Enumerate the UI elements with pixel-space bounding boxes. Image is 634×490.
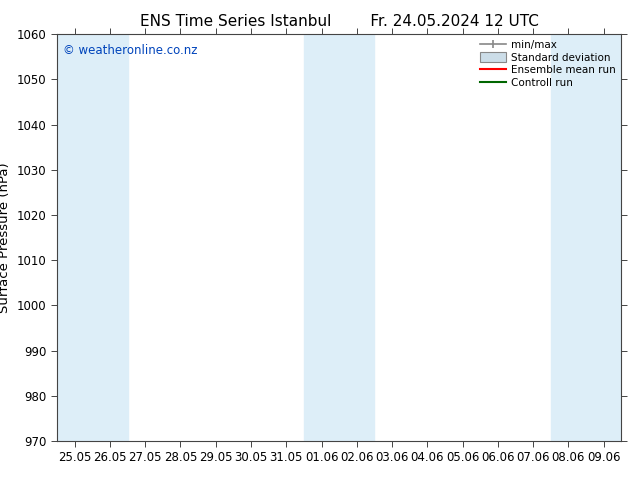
Y-axis label: Surface Pressure (hPa): Surface Pressure (hPa) <box>0 162 11 313</box>
Bar <box>304 34 375 441</box>
Bar <box>57 34 127 441</box>
Bar <box>551 34 621 441</box>
Title: ENS Time Series Istanbul        Fr. 24.05.2024 12 UTC: ENS Time Series Istanbul Fr. 24.05.2024 … <box>139 14 539 29</box>
Text: © weatheronline.co.nz: © weatheronline.co.nz <box>63 45 197 57</box>
Legend: min/max, Standard deviation, Ensemble mean run, Controll run: min/max, Standard deviation, Ensemble me… <box>477 36 619 91</box>
